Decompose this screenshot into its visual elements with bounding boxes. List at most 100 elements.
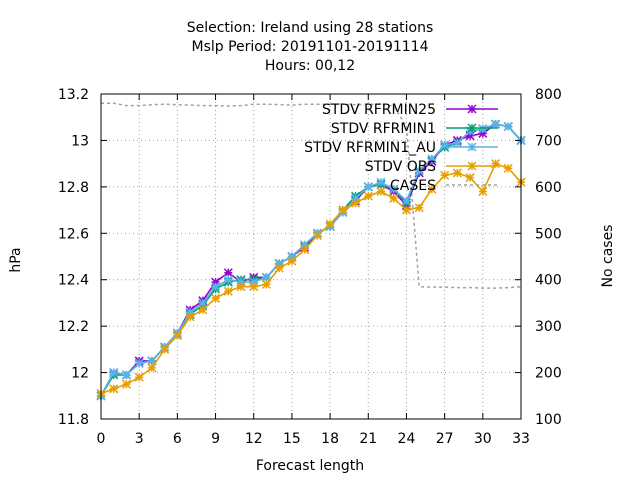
y2-tick-label: 500 (535, 226, 562, 242)
plot-frame (100, 93, 522, 420)
x-axis-label: Forecast length (256, 458, 364, 474)
x-tick-label: 30 (474, 431, 492, 447)
legend-label: CASES (390, 178, 436, 194)
legend-label: STDV RFRMIN1_AU (304, 140, 436, 156)
data-point-stdv-rfrmin1-au (478, 124, 488, 134)
title-line-2: Mslp Period: 20191101-20191114 (192, 39, 429, 55)
x-tick-label: 0 (97, 431, 106, 447)
y2-tick-label: 100 (535, 412, 562, 428)
data-point-stdv-obs (172, 330, 182, 340)
y-tick-label: 13.2 (58, 87, 89, 103)
chart-title: Selection: Ireland using 28 stations Msl… (187, 20, 434, 74)
series-line-cases (101, 102, 522, 289)
x-tick-label: 33 (512, 431, 530, 447)
y-tick-label: 12.2 (58, 319, 89, 335)
data-point-stdv-obs (389, 193, 399, 203)
data-point-stdv-rfrmin1-au (389, 184, 399, 194)
data-point-stdv-rfrmin1-au (452, 138, 462, 148)
data-point-stdv-obs (211, 293, 221, 303)
data-point-stdv-rfrmin1-au (401, 196, 411, 206)
x-tick-label: 12 (245, 431, 263, 447)
data-point-stdv-obs (401, 205, 411, 215)
data-point-stdv-rfrmin1-au (491, 119, 501, 129)
series-line-stdv-obs (100, 162, 522, 395)
y-tick-label: 11.8 (58, 412, 89, 428)
data-series (96, 119, 526, 401)
x-tick-label: 24 (398, 431, 416, 447)
x-tick-label: 9 (211, 431, 220, 447)
x-tick-label: 3 (135, 431, 144, 447)
title-line-1: Selection: Ireland using 28 stations (187, 20, 434, 36)
data-point-stdv-rfrmin1-au (503, 121, 513, 132)
data-point-stdv-obs (261, 279, 271, 289)
series-line-stdv-rfrmin25 (100, 123, 522, 397)
y2-axis-label: No cases (600, 225, 616, 288)
data-point-stdv-obs (351, 198, 361, 208)
data-point-stdv-obs (287, 256, 297, 266)
data-point-stdv-obs (223, 286, 233, 296)
data-point-stdv-obs (185, 312, 195, 322)
legend: STDV RFRMIN25 STDV RFRMIN1 STDV RFRMIN1_AU… (304, 102, 498, 194)
data-point-stdv-obs (236, 282, 246, 292)
data-point-stdv-obs (363, 191, 373, 201)
x-tick-label: 18 (321, 431, 339, 447)
data-point-stdv-rfrmin1-au (414, 166, 424, 176)
y-tick-label: 12.8 (58, 180, 89, 196)
data-point-stdv-rfrmin1-au (376, 177, 386, 187)
x-tick-label: 6 (173, 431, 182, 447)
series-line-stdv-rfrmin1-au (100, 123, 522, 397)
legend-marker (467, 104, 477, 114)
data-point-stdv-obs (440, 170, 450, 180)
data-point-stdv-obs (414, 203, 424, 213)
data-point-stdv-obs (325, 219, 335, 229)
legend-marker (467, 142, 477, 152)
data-point-stdv-obs (147, 363, 157, 373)
data-point-stdv-rfrmin1-au (427, 154, 437, 164)
data-point-stdv-obs (134, 372, 144, 382)
y2-tick-label: 800 (535, 87, 562, 103)
y-axis-label: hPa (8, 247, 24, 272)
y-tick-label: 12.6 (58, 226, 89, 242)
data-point-stdv-obs (452, 168, 462, 178)
series-line-stdv-rfrmin1 (100, 123, 522, 397)
y2-tick-label: 400 (535, 273, 562, 289)
data-point-stdv-obs (121, 379, 131, 389)
y-tick-label: 12.4 (58, 273, 89, 289)
data-point-stdv-rfrmin1-au (363, 182, 373, 192)
title-line-3: Hours: 00,12 (265, 58, 355, 74)
data-point-stdv-rfrmin1-au (198, 298, 208, 308)
y2-tick-label: 300 (535, 319, 562, 335)
data-point-stdv-rfrmin1-au (109, 368, 119, 378)
data-point-stdv-rfrmin1-au (440, 140, 450, 150)
data-point-stdv-obs (198, 305, 208, 315)
y2-tick-label: 600 (535, 180, 562, 196)
legend-label: STDV OBS (365, 159, 436, 175)
data-point-stdv-obs (478, 186, 488, 197)
data-point-stdv-obs (503, 163, 513, 173)
data-point-stdv-obs (274, 263, 284, 273)
y2-tick-label: 200 (535, 366, 562, 382)
axis-ticks: 0 3 6 9 12 15 18 21 24 27 30 33 11.8 12 12.2 12.4 12.6 12… (58, 87, 562, 447)
data-point-stdv-rfrmin1-au (211, 282, 221, 292)
data-point-stdv-obs (376, 186, 386, 197)
data-point-stdv-obs (312, 231, 322, 241)
x-tick-label: 21 (359, 431, 377, 447)
data-point-stdv-rfrmin1-au (223, 275, 233, 285)
legend-marker (467, 161, 477, 171)
y-tick-label: 12 (71, 366, 89, 382)
legend-marker (467, 123, 477, 133)
data-point-stdv-rfrmin1-au (134, 358, 144, 368)
data-point-stdv-obs (300, 245, 310, 255)
legend-label: STDV RFRMIN1 (331, 121, 436, 137)
y-tick-label: 13 (71, 133, 89, 149)
data-point-stdv-rfrmin25 (223, 268, 233, 278)
legend-label: STDV RFRMIN25 (322, 102, 436, 118)
data-point-stdv-obs (160, 344, 170, 354)
data-point-stdv-obs (109, 384, 119, 394)
data-point-stdv-obs (249, 282, 259, 292)
x-tick-label: 27 (436, 431, 454, 447)
x-tick-label: 15 (283, 431, 301, 447)
data-point-stdv-obs (427, 184, 437, 194)
y2-tick-label: 700 (535, 133, 562, 149)
